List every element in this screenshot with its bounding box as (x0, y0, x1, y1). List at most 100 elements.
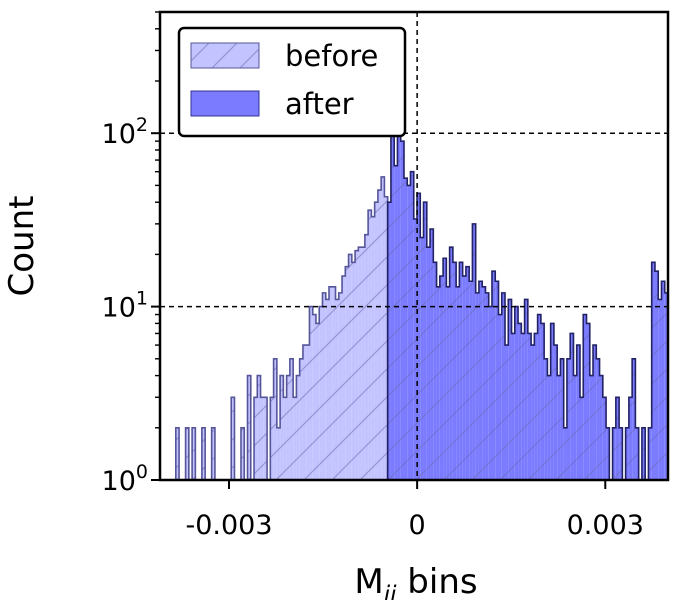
x-axis-label-suffix: bins (397, 562, 478, 600)
bar-hatch-before-12 (211, 427, 215, 480)
bar-hatch-before-52 (342, 276, 346, 480)
legend-label-before: before (285, 39, 378, 73)
bar-hatch-after-38 (511, 333, 515, 480)
bar-hatch-after-17 (443, 258, 447, 480)
bar-hatch-after-65 (599, 375, 603, 480)
bar-hatch-before-54 (348, 254, 352, 480)
legend-label-after: after (285, 87, 354, 121)
bar-hatch-before-50 (335, 299, 339, 480)
bar-hatch-before-32 (276, 427, 281, 480)
bar-hatch-after-78 (641, 427, 646, 480)
bar-hatch-before-9 (201, 427, 206, 480)
bar-hatch-before-43 (312, 314, 316, 480)
bar-hatch-after-55 (566, 358, 571, 480)
bar-hatch-after-76 (635, 427, 639, 480)
bar-hatch-before-36 (289, 358, 294, 480)
bar-hatch-after-8 (413, 219, 418, 480)
bar-hatch-after-13 (430, 229, 434, 480)
bar-hatch-after-61 (586, 323, 590, 480)
plot-frame (158, 10, 670, 482)
x-axis-label-subscript: ii (384, 582, 397, 600)
bar-hatch-after-45 (534, 333, 538, 480)
bar-hatch-after-44 (531, 345, 535, 480)
bar-hatch-after-10 (420, 237, 424, 480)
bar-hatch-after-41 (521, 333, 525, 480)
bar-hatch-after-64 (596, 358, 600, 480)
bar-hatch-before-30 (270, 397, 274, 480)
bar-hatch-before-51 (338, 292, 343, 480)
bar-hatch-before-62 (374, 202, 378, 480)
bar-hatch-after-50 (550, 323, 554, 480)
bar-hatch-after-29 (482, 286, 486, 480)
bar-hatch-after-63 (593, 345, 597, 480)
bar-hatch-before-44 (315, 323, 320, 480)
bar-hatch-after-51 (553, 345, 558, 480)
bar-hatch-before-18 (231, 397, 235, 480)
x-axis-label: Mii bins (354, 562, 477, 600)
bar-hatch-after-25 (469, 281, 473, 480)
bar-hatch-after-67 (606, 427, 610, 480)
bar-hatch-after-11 (423, 202, 427, 480)
bar-hatch-after-28 (478, 281, 483, 480)
tick-labels: -0.003 0 0.003 100 101 102 (102, 114, 644, 541)
bar-hatch-before-58 (361, 247, 365, 480)
bar-hatch-after-40 (518, 323, 522, 480)
bar-hatch-after-32 (491, 271, 496, 480)
bar-hatch-after-21 (456, 286, 460, 480)
bar-hatch-after-46 (537, 314, 541, 480)
bar-hatch-before-60 (368, 210, 372, 480)
bar-hatch-after-82 (654, 271, 659, 480)
bar-hatch-after-26 (472, 223, 476, 480)
bar-hatch-after-43 (527, 333, 532, 480)
step-outline-after (386, 42, 669, 481)
bar-hatch-after-56 (570, 333, 574, 480)
bar-hatch-before-37 (293, 397, 297, 480)
bar-hatch-after-39 (514, 306, 519, 480)
bar-hatch-before-48 (329, 286, 333, 480)
bar-hatch-before-6 (192, 427, 196, 480)
bar-hatch-after-71 (619, 427, 623, 480)
bar-hatch-after-36 (505, 345, 509, 480)
bar-hatch-after-15 (436, 286, 440, 480)
y-tick-label: 102 (102, 114, 148, 150)
bar-hatch-before-38 (296, 375, 300, 480)
bar-hatch-after-53 (560, 358, 564, 480)
bar-hatch-after-47 (540, 323, 545, 480)
bar-hatch-before-34 (283, 397, 287, 480)
bar-hatch-after-16 (439, 276, 444, 480)
bar-hatch-before-64 (381, 176, 385, 480)
bar-hatch-before-42 (309, 306, 313, 480)
bar-hatch-after-24 (465, 266, 470, 480)
bar-hatch-before-49 (332, 286, 336, 480)
bar-hatch-after-4 (400, 141, 404, 480)
bar-hatch-before-59 (364, 234, 369, 480)
bar-hatch-after-35 (501, 292, 506, 480)
bar-hatch-after-83 (658, 299, 662, 480)
y-tick-label: 100 (102, 461, 148, 497)
x-tick-label: 0.003 (567, 510, 644, 541)
bar-hatch-before-28 (263, 397, 268, 480)
bar-hatch-after-69 (612, 427, 616, 480)
bar-hatch-after-74 (628, 397, 633, 480)
bar-hatch-after-1 (390, 43, 395, 480)
bar-hatch-after-9 (417, 193, 421, 480)
legend-swatch-after (190, 90, 260, 117)
legend-swatch-before-hatch (191, 43, 259, 68)
bar-hatch-before-55 (351, 262, 356, 480)
bar-hatch-after-42 (524, 299, 528, 480)
bar-hatch-after-22 (459, 262, 463, 480)
bar-hatch-after-59 (579, 397, 584, 480)
bar-hatch-before-40 (302, 345, 307, 480)
bar-hatch-after-66 (602, 397, 607, 480)
bar-hatch-before-39 (299, 358, 303, 480)
bar-hatch-after-70 (615, 397, 620, 480)
bar-hatch-before-53 (345, 266, 349, 480)
bar-hatch-after-73 (625, 427, 629, 480)
bar-hatch-after-81 (651, 262, 655, 480)
y-axis-label: Count (2, 196, 42, 297)
bar-hatch-after-5 (403, 178, 408, 480)
bar-hatch-after-60 (583, 314, 587, 480)
plot-area (160, 12, 669, 481)
bar-hatch-before-41 (306, 345, 310, 480)
